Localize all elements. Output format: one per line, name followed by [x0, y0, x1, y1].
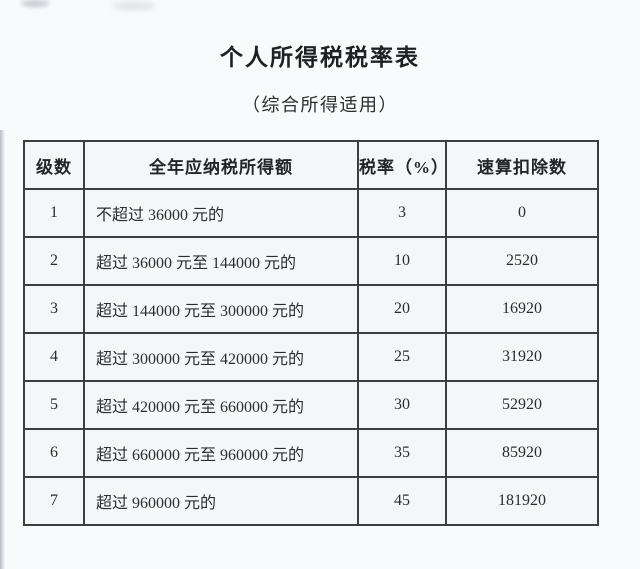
rate-cell: 30 — [357, 380, 447, 430]
page-subtitle: （综合所得适用） — [242, 95, 398, 115]
income-cell: 超过 660000 元至 960000 元的 — [83, 428, 359, 478]
income-cell: 不超过 36000 元的 — [83, 188, 359, 238]
table-row: 2 超过 36000 元至 144000 元的 10 2520 — [23, 236, 599, 286]
table-row: 4 超过 300000 元至 420000 元的 25 31920 — [23, 332, 599, 382]
income-cell: 超过 144000 元至 300000 元的 — [83, 284, 359, 334]
deduction-cell: 181920 — [445, 476, 599, 526]
rate-cell: 45 — [357, 476, 447, 526]
table-row: 7 超过 960000 元的 45 181920 — [23, 476, 599, 526]
rate-cell: 10 — [357, 236, 447, 286]
deduction-cell: 52920 — [445, 380, 599, 430]
deduction-cell: 85920 — [445, 428, 599, 478]
level-cell: 3 — [23, 284, 85, 334]
tax-rate-table: 级数 全年应纳税所得额 税率（%） 速算扣除数 1 不超过 36000 元的 3… — [23, 140, 599, 526]
photo-smudge — [112, 2, 156, 10]
rate-cell: 35 — [357, 428, 447, 478]
level-cell: 1 — [23, 188, 85, 238]
income-cell: 超过 36000 元至 144000 元的 — [83, 236, 359, 286]
table-row: 5 超过 420000 元至 660000 元的 30 52920 — [23, 380, 599, 430]
table-header-row: 级数 全年应纳税所得额 税率（%） 速算扣除数 — [23, 140, 599, 190]
header-rate: 税率（%） — [357, 140, 447, 190]
income-cell: 超过 300000 元至 420000 元的 — [83, 332, 359, 382]
level-cell: 7 — [23, 476, 85, 526]
rate-cell: 25 — [357, 332, 447, 382]
level-cell: 2 — [23, 236, 85, 286]
header-income: 全年应纳税所得额 — [83, 140, 359, 190]
deduction-cell: 2520 — [445, 236, 599, 286]
rate-cell: 3 — [357, 188, 447, 238]
income-cell: 超过 420000 元至 660000 元的 — [83, 380, 359, 430]
deduction-cell: 31920 — [445, 332, 599, 382]
photo-smudge — [21, 0, 49, 7]
level-cell: 4 — [23, 332, 85, 382]
table-row: 1 不超过 36000 元的 3 0 — [23, 188, 599, 238]
table-row: 3 超过 144000 元至 300000 元的 20 16920 — [23, 284, 599, 334]
photo-edge-shadow — [0, 130, 5, 569]
header-level: 级数 — [23, 140, 85, 190]
deduction-cell: 16920 — [445, 284, 599, 334]
deduction-cell: 0 — [445, 188, 599, 238]
level-cell: 6 — [23, 428, 85, 478]
table-row: 6 超过 660000 元至 960000 元的 35 85920 — [23, 428, 599, 478]
rate-cell: 20 — [357, 284, 447, 334]
income-cell: 超过 960000 元的 — [83, 476, 359, 526]
page-title: 个人所得税税率表 — [220, 45, 420, 70]
level-cell: 5 — [23, 380, 85, 430]
header-deduction: 速算扣除数 — [445, 140, 599, 190]
